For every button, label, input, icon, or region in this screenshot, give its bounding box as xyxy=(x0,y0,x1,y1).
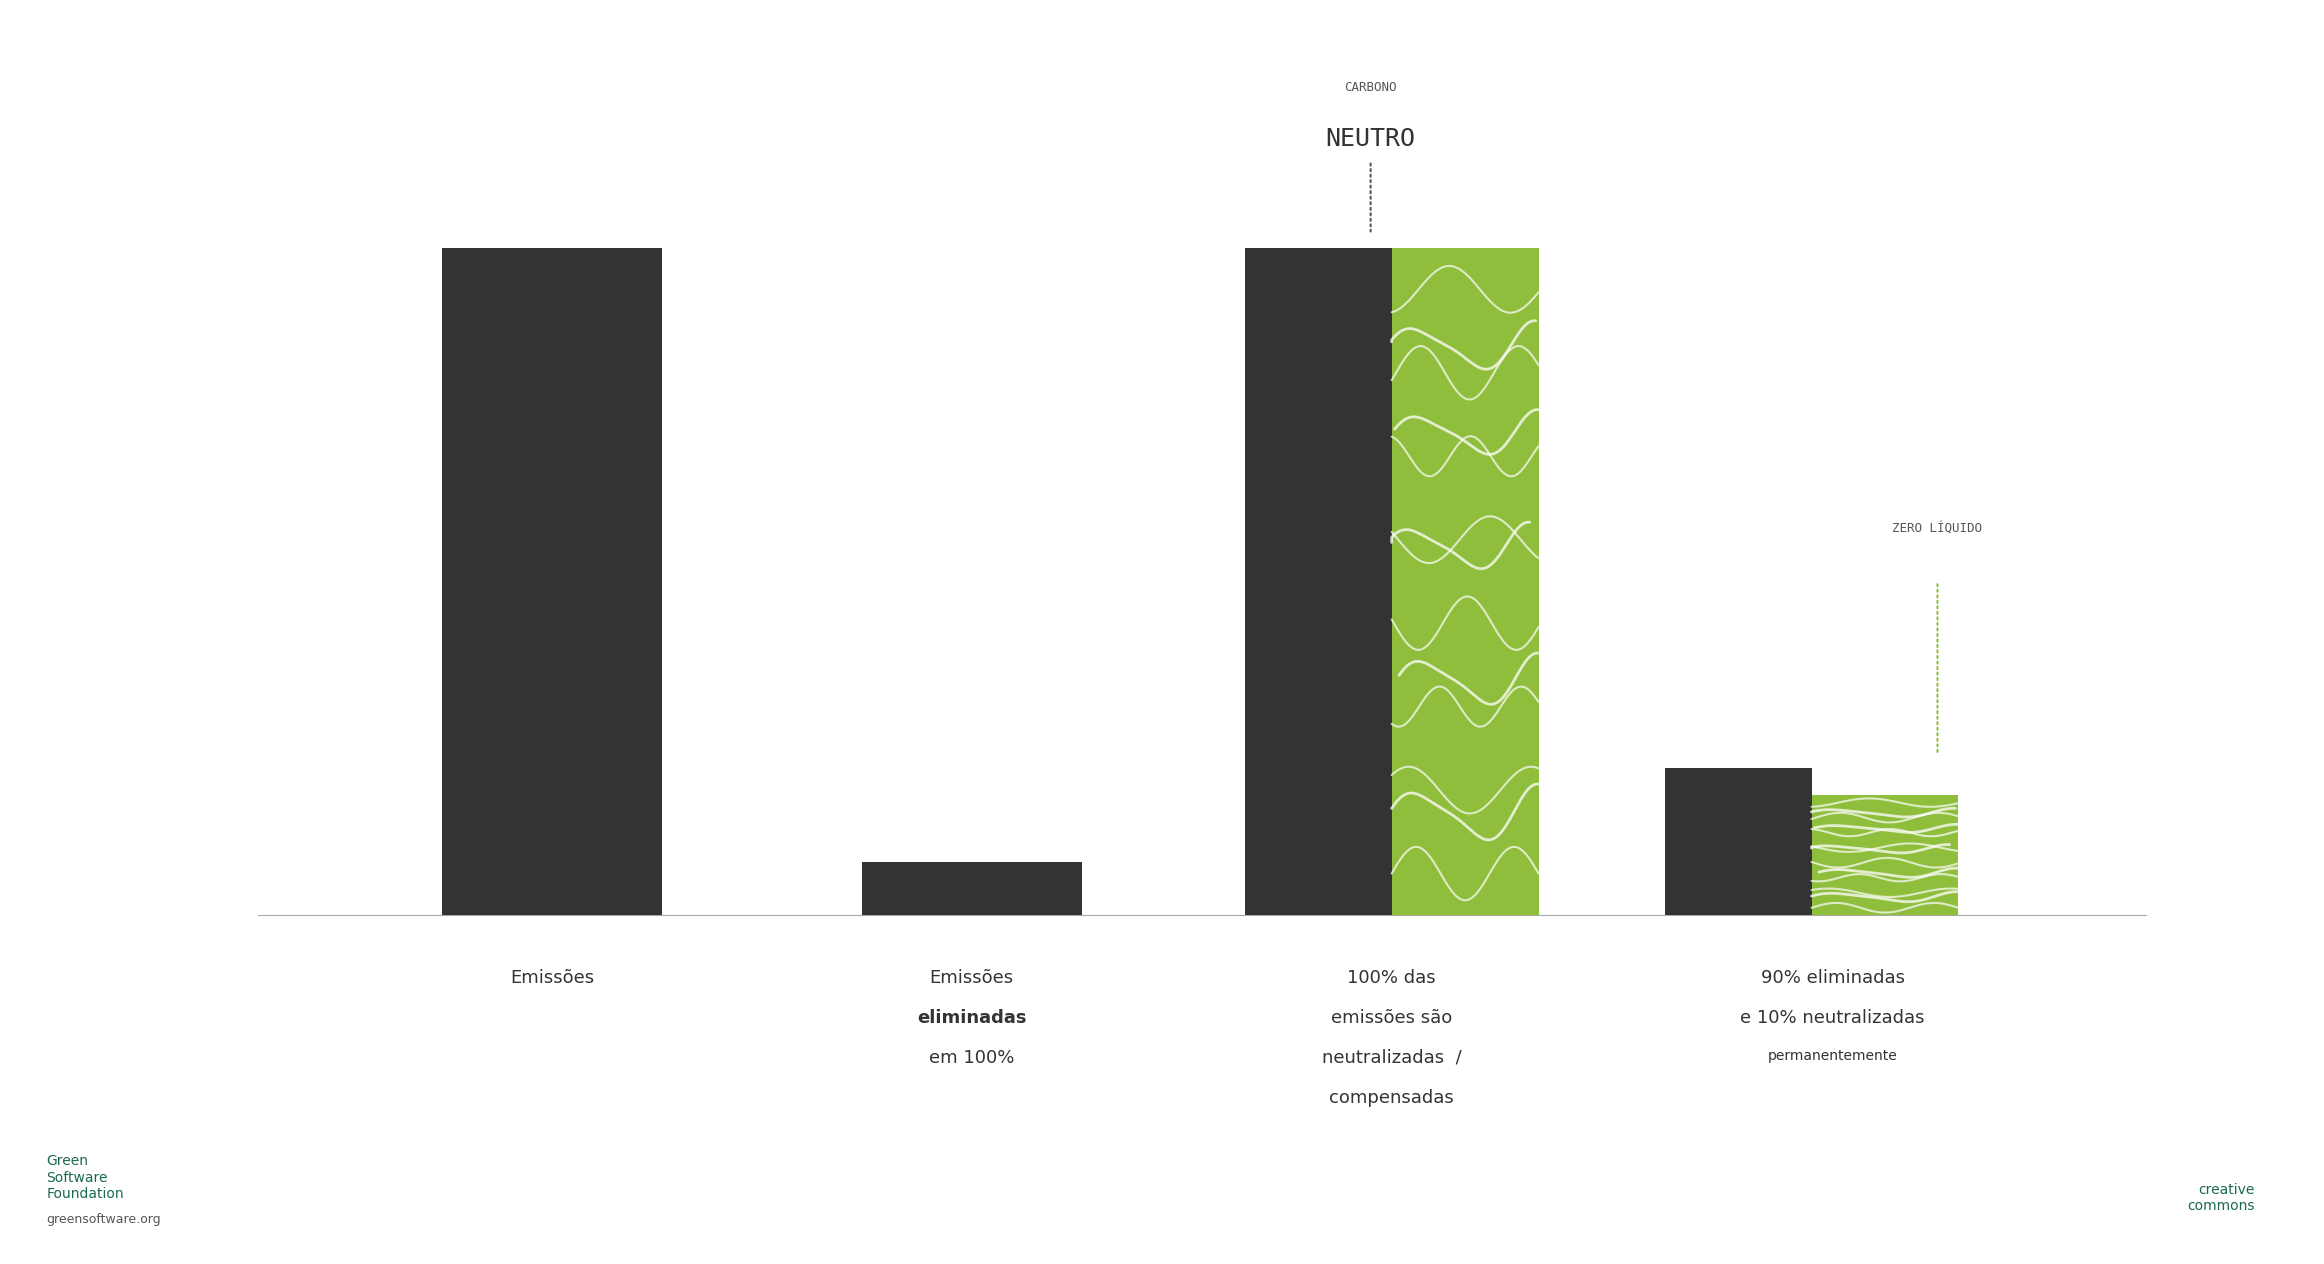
Text: Green
Software
Foundation: Green Software Foundation xyxy=(46,1154,123,1201)
Bar xyxy=(442,248,662,915)
Text: Emissões: Emissões xyxy=(930,968,1013,987)
Text: NEUTRO: NEUTRO xyxy=(1325,128,1415,152)
Text: Emissões: Emissões xyxy=(509,968,595,987)
Text: em 100%: em 100% xyxy=(930,1049,1013,1067)
Bar xyxy=(1664,769,1810,915)
Text: compensadas: compensadas xyxy=(1329,1088,1455,1107)
Bar xyxy=(1810,795,1959,915)
Text: emissões são: emissões são xyxy=(1332,1009,1452,1026)
Bar xyxy=(1246,248,1392,915)
Text: neutralizadas  /: neutralizadas / xyxy=(1322,1049,1462,1067)
Text: greensoftware.org: greensoftware.org xyxy=(46,1213,160,1226)
Text: creative
commons: creative commons xyxy=(2187,1183,2254,1213)
Text: eliminadas: eliminadas xyxy=(918,1009,1027,1026)
Text: permanentemente: permanentemente xyxy=(1769,1049,1896,1063)
Text: CARBONO: CARBONO xyxy=(1343,81,1397,94)
Text: e 10% neutralizadas: e 10% neutralizadas xyxy=(1741,1009,1924,1026)
Bar xyxy=(862,862,1083,915)
Text: ZERO LÍQUIDO: ZERO LÍQUIDO xyxy=(1892,522,1982,535)
Text: 100% das: 100% das xyxy=(1348,968,1436,987)
Text: 90% eliminadas: 90% eliminadas xyxy=(1762,968,1903,987)
Bar xyxy=(1392,248,1538,915)
